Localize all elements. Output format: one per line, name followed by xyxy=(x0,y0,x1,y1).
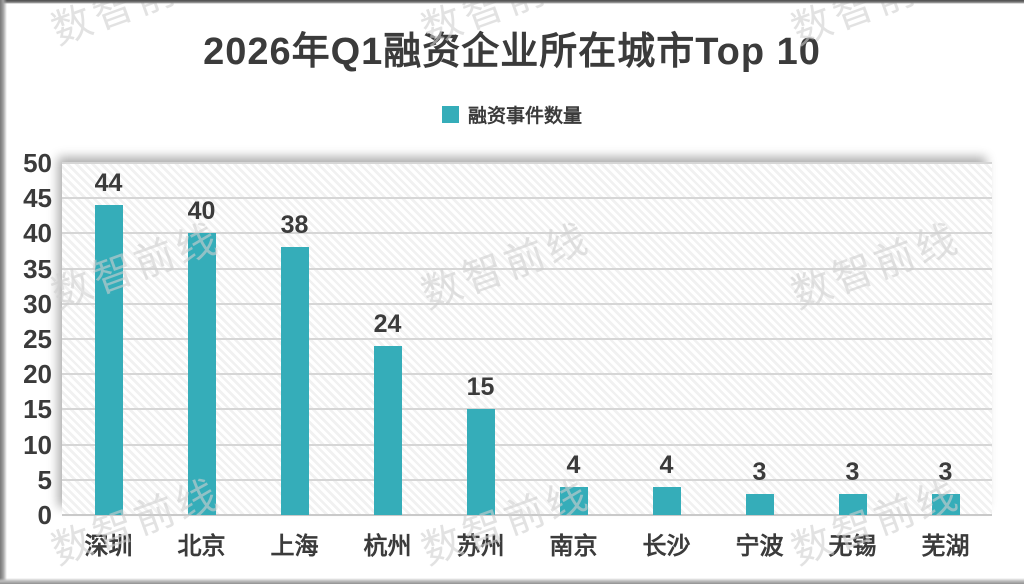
bar-slot-北京: 40 xyxy=(155,163,248,515)
bar xyxy=(94,205,123,515)
bar-slot-杭州: 24 xyxy=(341,163,434,515)
x-category-label: 苏州 xyxy=(456,533,505,560)
slide-left-edge-shadow xyxy=(0,0,7,584)
gridline-y0 xyxy=(62,514,992,516)
y-tick-label: 35 xyxy=(23,253,52,284)
bar-slot-上海: 38 xyxy=(248,163,341,515)
gridline-y40 xyxy=(62,232,992,235)
gridline-y45 xyxy=(62,197,992,200)
x-category-label: 无锡 xyxy=(828,533,877,560)
bar-value-label: 4 xyxy=(566,450,581,479)
bar xyxy=(745,493,774,515)
y-tick-label: 30 xyxy=(23,288,52,319)
y-tick-label: 50 xyxy=(23,148,52,178)
x-category-label: 杭州 xyxy=(363,533,412,560)
bar-series: 44 40 38 24 15 4 4 3 3 3 xyxy=(62,163,992,515)
x-category-label: 深圳 xyxy=(84,533,133,560)
bar-value-label: 15 xyxy=(466,373,495,402)
bar-slot-宁波: 3 xyxy=(713,163,806,515)
bar-value-label: 4 xyxy=(659,450,674,479)
y-tick-label: 10 xyxy=(23,429,52,460)
y-tick-label: 20 xyxy=(23,359,52,390)
gridline-y15 xyxy=(62,408,992,411)
legend: 融资事件数量 xyxy=(0,101,1024,128)
bar-slot-深圳: 44 xyxy=(62,163,155,515)
plot-area: 44 40 38 24 15 4 4 3 3 3 xyxy=(62,162,992,516)
bar-slot-无锡: 3 xyxy=(806,163,899,515)
y-tick-label: 0 xyxy=(37,500,52,530)
legend-swatch-icon xyxy=(441,106,459,123)
gridline-y5 xyxy=(62,478,992,481)
x-category-label: 宁波 xyxy=(735,533,784,560)
gridline-y20 xyxy=(62,373,992,376)
bar xyxy=(838,493,867,515)
bar-slot-苏州: 15 xyxy=(434,163,527,515)
y-axis-labels: 0 5 10 15 20 25 30 35 40 45 50 xyxy=(0,0,52,584)
bar xyxy=(280,247,309,515)
x-category-label: 芜湖 xyxy=(921,533,970,560)
y-tick-label: 40 xyxy=(23,218,52,249)
x-category-label: 南京 xyxy=(549,533,598,560)
x-axis-labels: 深圳 北京 上海 杭州 苏州 南京 长沙 宁波 无锡 芜湖 xyxy=(62,526,992,561)
x-category-label: 北京 xyxy=(177,533,226,560)
bar xyxy=(373,346,402,515)
gridline-y50 xyxy=(62,162,992,164)
bar xyxy=(559,486,588,515)
gridline-y35 xyxy=(62,267,992,270)
slide-top-edge-shadow xyxy=(0,0,1024,4)
bar xyxy=(466,409,495,515)
bar xyxy=(652,486,681,515)
bar-value-label: 3 xyxy=(845,457,860,486)
bar-value-label: 40 xyxy=(187,197,216,226)
bar-slot-南京: 4 xyxy=(527,163,620,515)
gridline-y10 xyxy=(62,443,992,446)
bar xyxy=(931,493,960,515)
bar-value-label: 3 xyxy=(752,457,767,486)
slide-bottom-edge-shadow xyxy=(0,578,1024,584)
y-tick-label: 5 xyxy=(37,464,52,495)
bar-value-label: 44 xyxy=(94,169,123,198)
bar-value-label: 24 xyxy=(373,310,402,339)
y-tick-label: 15 xyxy=(23,394,52,425)
bar-slot-长沙: 4 xyxy=(620,163,713,515)
gridline-y30 xyxy=(62,302,992,305)
legend-label: 融资事件数量 xyxy=(467,106,582,127)
bar-value-label: 38 xyxy=(280,211,309,240)
x-category-label: 长沙 xyxy=(642,533,691,560)
bar-value-label: 3 xyxy=(938,457,953,486)
y-tick-label: 45 xyxy=(23,183,52,214)
y-tick-label: 25 xyxy=(23,324,52,354)
gridline-y25 xyxy=(62,338,992,340)
chart-title: 2026年Q1融资企业所在城市Top 10 xyxy=(203,31,821,73)
bar-slot-芜湖: 3 xyxy=(899,163,992,515)
x-category-label: 上海 xyxy=(270,533,319,560)
bar xyxy=(187,233,216,515)
